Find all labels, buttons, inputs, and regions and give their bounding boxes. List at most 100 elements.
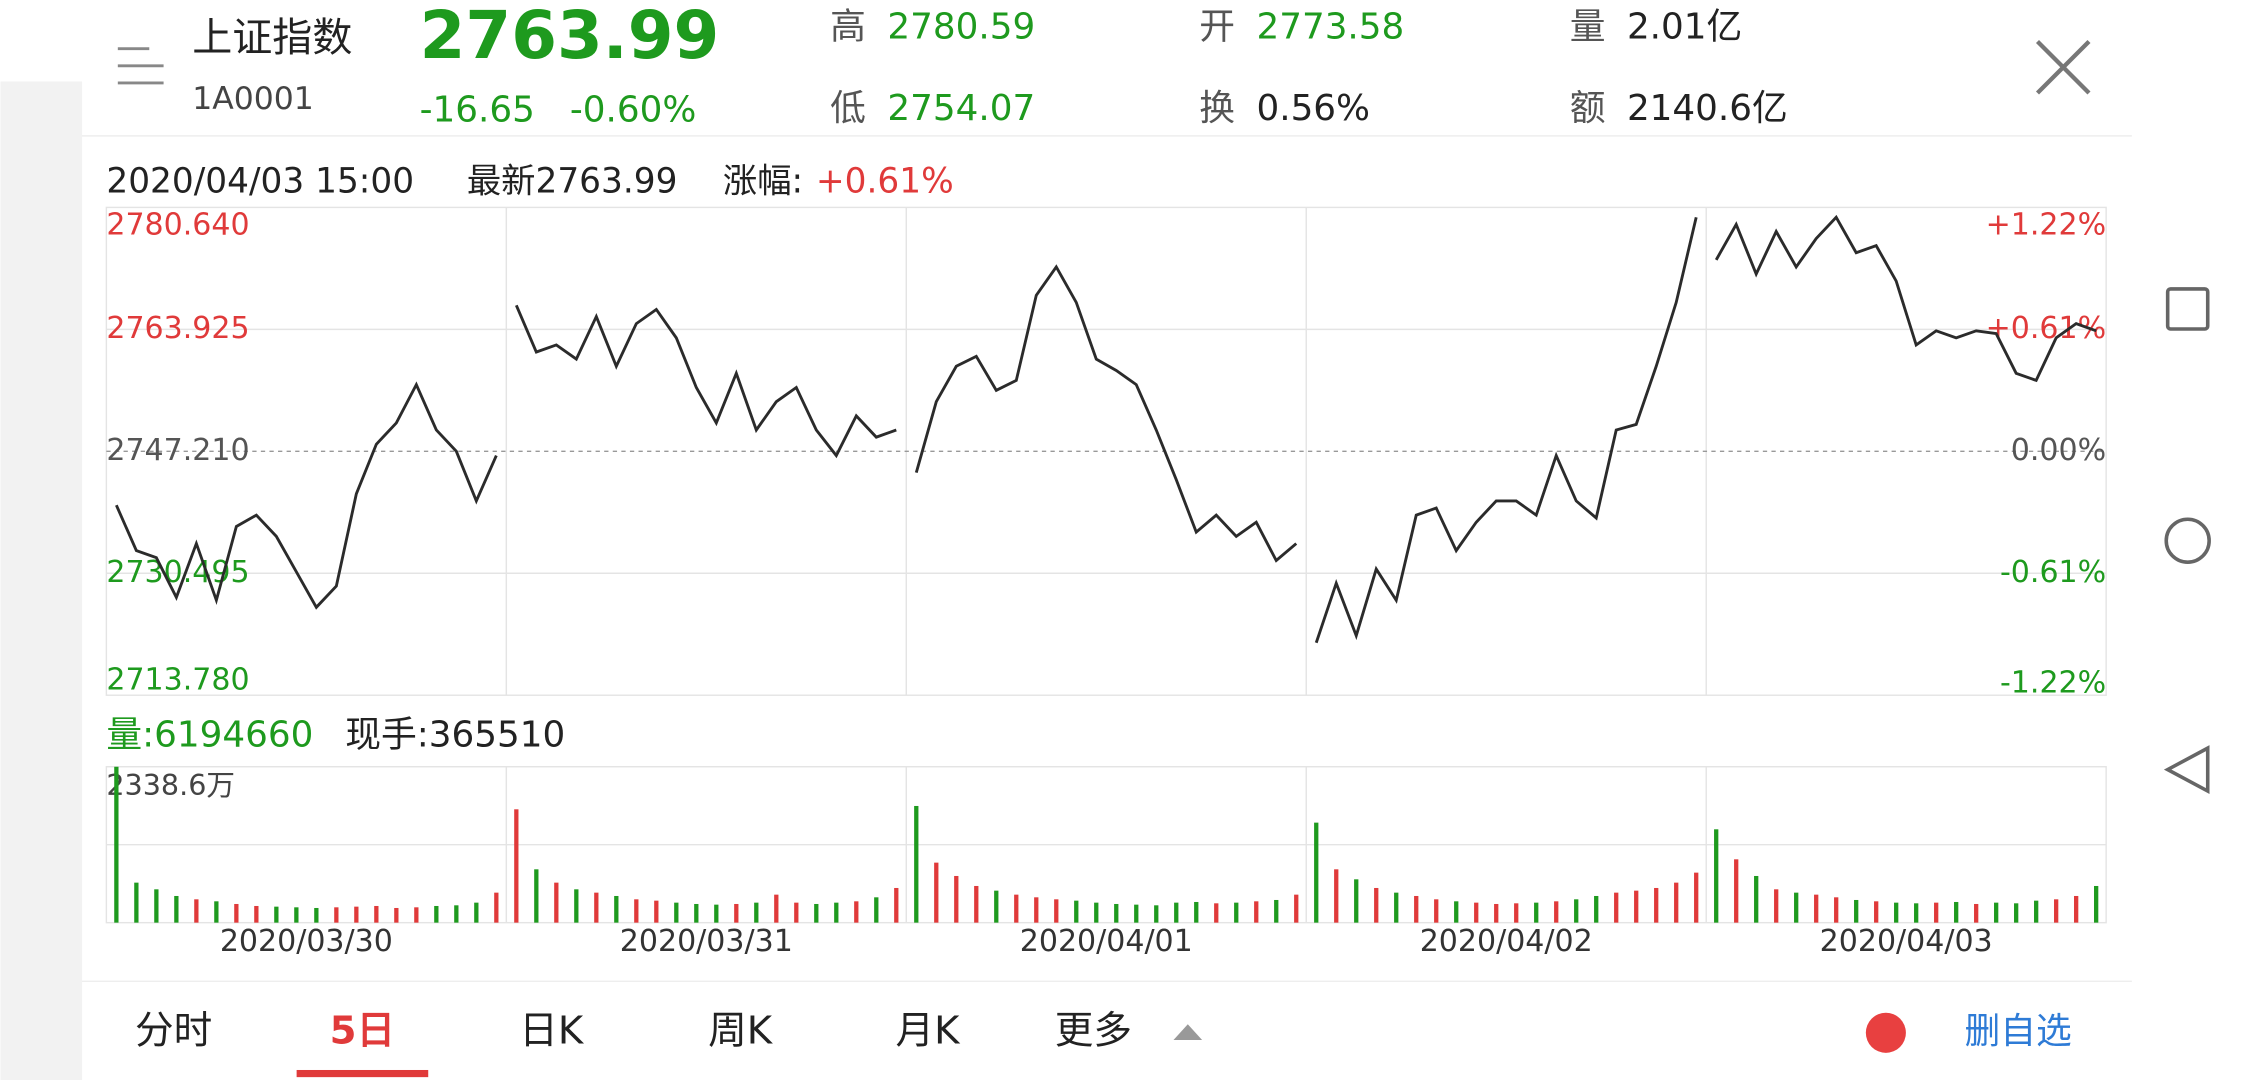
stat-label: 低 (830, 88, 866, 129)
volume-bar (1414, 895, 1419, 923)
volume-bar (1154, 905, 1159, 923)
volume-bar (634, 899, 639, 923)
index-code: 1A0001 (192, 81, 314, 117)
volume-bar (1234, 902, 1239, 923)
stat-label: 高 (830, 7, 866, 48)
price-line (914, 264, 1298, 563)
y2-tick-label: 0.00% (2011, 433, 2106, 468)
close-button[interactable] (2035, 39, 2091, 95)
volume-bar (134, 882, 139, 923)
price: 2763.99 (420, 0, 720, 74)
volume-bar (534, 869, 539, 923)
left-strip (0, 81, 83, 1080)
volume-bar (1454, 901, 1459, 923)
volume-bar (614, 895, 619, 923)
volume-bar (1814, 894, 1819, 923)
volume-bar (1494, 903, 1499, 923)
stat-value: 2754.07 (887, 88, 1035, 129)
volume-bar (1634, 890, 1639, 923)
info-change-label: 涨幅: (723, 162, 803, 202)
volume-bar (954, 875, 959, 923)
x-tick-label: 2020/03/31 (620, 924, 793, 959)
volume-bar (374, 905, 379, 923)
change: -16.65 (420, 90, 535, 131)
tab[interactable]: 日K (519, 1008, 585, 1053)
volume-bar (1054, 899, 1059, 923)
volume-bar (1134, 904, 1139, 923)
back-button[interactable] (2163, 745, 2210, 795)
volume-bar (994, 890, 999, 923)
price-line (1714, 214, 2097, 383)
x-tick-label: 2020/04/03 (1820, 924, 1993, 959)
volume-bar (1834, 897, 1839, 923)
volume-bar (654, 900, 659, 923)
volume-bar (2014, 903, 2019, 923)
volume-tick-label: 2338.6万 (106, 768, 235, 802)
volume-bar (1674, 882, 1679, 923)
volume-bar (1174, 902, 1179, 923)
action-icon (1865, 1012, 1906, 1053)
volume-bar (1914, 903, 1919, 923)
y-tick-label: 2747.210 (106, 433, 249, 468)
tab[interactable]: 分时 (135, 1008, 212, 1053)
active-tab-underline (296, 1069, 429, 1078)
tab[interactable]: 更多 (1055, 1008, 1132, 1053)
volume-bar (114, 766, 119, 923)
volume-bar (494, 892, 499, 923)
volume-bar (234, 903, 239, 923)
home-button[interactable] (2164, 517, 2211, 564)
volume-bar (594, 892, 599, 923)
volume-bar (154, 889, 159, 923)
stat-label: 额 (1570, 88, 1606, 129)
tab[interactable]: 5日 (330, 1008, 395, 1053)
price-line (1314, 216, 1698, 644)
tab[interactable]: 周K (708, 1008, 774, 1053)
volume-bar (1754, 875, 1759, 923)
volume-bar (1974, 903, 1979, 923)
tab[interactable]: 月K (895, 1008, 961, 1053)
volume-bar (734, 903, 739, 923)
volume-bar (1714, 829, 1719, 923)
volume-bar (1334, 869, 1339, 923)
menu-icon[interactable] (117, 47, 164, 85)
volume-bar (1474, 902, 1479, 923)
volume-bar (714, 904, 719, 923)
stat-value: 2140.6亿 (1627, 88, 1788, 129)
volume-bar (2054, 899, 2059, 923)
volume-bar (1574, 899, 1579, 923)
volume-bar (1374, 887, 1379, 923)
volume-bar (194, 899, 199, 923)
volume-bar (1074, 900, 1079, 923)
info-change-value: +0.61% (816, 162, 954, 202)
price-line (115, 381, 498, 610)
volume-bar (1894, 902, 1899, 923)
more-arrow (1173, 1024, 1203, 1040)
recent-button[interactable] (2165, 287, 2210, 331)
stat-value: 2.01亿 (1627, 7, 1742, 48)
volume-bar (1214, 903, 1219, 923)
volume-bar (1854, 899, 1859, 923)
remove-watchlist[interactable]: 删自选 (1965, 1011, 2072, 1052)
volume-bar (354, 906, 359, 923)
volume-bar (814, 903, 819, 923)
hand-label: 现手:365510 (345, 715, 565, 756)
stat-value: 0.56% (1256, 88, 1370, 129)
volume-bar (1594, 895, 1599, 923)
volume-bar (1554, 901, 1559, 923)
volume-bar (434, 905, 439, 923)
volume-bar (1094, 902, 1099, 923)
volume-bar (1394, 892, 1399, 923)
volume-bar (834, 902, 839, 923)
y2-tick-label: +1.22% (1986, 208, 2107, 243)
volume-bar (1994, 902, 1999, 923)
change-pct: -0.60% (570, 90, 696, 131)
price-line (515, 304, 897, 459)
volume-bar (1014, 894, 1019, 923)
volume-bar (1254, 901, 1259, 923)
volume-bar (2094, 885, 2099, 923)
volume-bar (334, 907, 339, 923)
volume-bar (1794, 892, 1799, 923)
volume-bar (174, 895, 179, 923)
volume-bar (874, 897, 879, 923)
stat-value: 2773.58 (1256, 7, 1404, 48)
